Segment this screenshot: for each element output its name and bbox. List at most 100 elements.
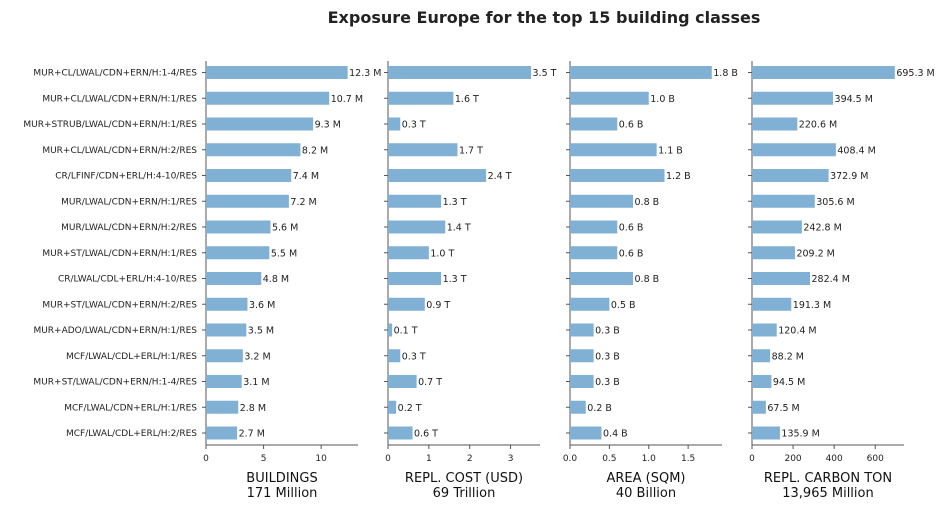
bar-value-label: 1.8 B — [713, 68, 738, 79]
bar — [752, 194, 815, 208]
x-tick-label: 600 — [867, 454, 884, 464]
category-label: CR/LWAL/CDL+ERL/H:4-10/RES — [58, 275, 197, 285]
bar — [388, 169, 487, 182]
bar — [570, 169, 665, 182]
bar-value-label: 5.5 M — [271, 248, 297, 259]
bar — [206, 117, 314, 131]
x-tick-label: 0 — [203, 454, 209, 464]
bar — [570, 246, 618, 260]
bar-value-label: 7.2 M — [290, 197, 316, 208]
bar — [570, 426, 602, 440]
bar — [752, 323, 777, 337]
bar — [388, 323, 393, 337]
bar-value-label: 408.4 M — [837, 145, 875, 156]
bar-value-label: 220.6 M — [799, 120, 837, 131]
bar-value-label: 0.6 B — [619, 248, 644, 259]
bar — [570, 194, 634, 208]
bar-value-label: 1.6 T — [455, 94, 479, 105]
bar-value-label: 209.2 M — [796, 248, 834, 259]
bar-value-label: 94.5 M — [773, 377, 805, 388]
bar-value-label: 282.4 M — [812, 274, 850, 285]
bar — [752, 349, 771, 363]
bar-value-label: 394.5 M — [835, 94, 873, 105]
bar — [570, 375, 594, 388]
bar — [752, 169, 829, 182]
bar — [570, 91, 649, 105]
bar-value-label: 0.6 B — [619, 120, 644, 131]
bar-value-label: 7.4 M — [293, 171, 319, 182]
bar-value-label: 191.3 M — [793, 300, 831, 311]
bar-value-label: 5.6 M — [272, 223, 298, 234]
bar-value-label: 4.8 M — [263, 274, 289, 285]
category-label: MUR+ADO/LWAL/CDN+ERN/H:1/RES — [33, 326, 197, 336]
bar — [388, 297, 425, 311]
bar-value-label: 0.6 T — [414, 429, 438, 440]
bar — [388, 117, 401, 131]
bar — [570, 323, 594, 337]
bar-value-label: 2.8 M — [240, 403, 266, 414]
category-label: MUR+CL/LWAL/CDN+ERN/H:1/RES — [42, 94, 197, 104]
bar — [752, 246, 795, 260]
x-tick-label: 200 — [784, 454, 801, 464]
bar — [388, 66, 532, 79]
bar — [752, 66, 895, 79]
bar — [752, 297, 792, 311]
x-tick-label: 1.5 — [681, 454, 695, 464]
bar — [388, 91, 454, 105]
bar-value-label: 372.9 M — [830, 171, 868, 182]
bar-value-label: 0.3 T — [402, 120, 426, 131]
category-label: MUR+ST/LWAL/CDN+ERN/H:1-4/RES — [33, 378, 197, 388]
bar — [388, 220, 446, 234]
bar-value-label: 8.2 M — [302, 145, 328, 156]
bar — [388, 375, 417, 388]
bar — [388, 272, 442, 285]
bar-value-label: 0.3 B — [595, 377, 620, 388]
bar-value-label: 0.1 T — [394, 326, 418, 337]
bar-value-label: 10.7 M — [331, 94, 363, 105]
bar — [388, 426, 413, 440]
category-label: MUR+ST/LWAL/CDN+ERN/H:1/RES — [42, 249, 197, 259]
bar — [570, 143, 657, 157]
category-label: MUR+CL/LWAL/CDN+ERN/H:1-4/RES — [33, 69, 197, 79]
bar — [388, 194, 442, 208]
x-axis-total-label: 171 Million — [247, 486, 318, 501]
x-tick-label: 0 — [385, 454, 391, 464]
bar — [206, 375, 242, 388]
x-tick-label: 1 — [426, 454, 432, 464]
bar-value-label: 3.6 M — [249, 300, 275, 311]
bar — [388, 246, 429, 260]
bar-value-label: 305.6 M — [816, 197, 854, 208]
bar-value-label: 0.5 B — [611, 300, 636, 311]
bar — [752, 272, 811, 285]
bar — [206, 220, 271, 234]
bar-value-label: 0.3 B — [595, 351, 620, 362]
bar — [570, 272, 634, 285]
bar-value-label: 3.1 M — [243, 377, 269, 388]
bar-value-label: 0.8 B — [635, 197, 660, 208]
bar — [570, 220, 618, 234]
bar — [206, 297, 248, 311]
bar — [570, 297, 610, 311]
x-tick-label: 0.5 — [602, 454, 616, 464]
category-label: MCF/LWAL/CDL+ERL/H:1/RES — [66, 352, 197, 362]
chart-title: Exposure Europe for the top 15 building … — [327, 8, 761, 27]
x-tick-label: 0.0 — [563, 454, 578, 464]
bar — [206, 349, 243, 363]
x-axis-label: REPL. CARBON TON — [764, 471, 892, 486]
bar-value-label: 135.9 M — [781, 429, 819, 440]
category-label: MCF/LWAL/CDL+ERL/H:2/RES — [66, 429, 197, 439]
bar — [752, 400, 766, 414]
bar-value-label: 0.9 T — [426, 300, 450, 311]
bar — [752, 426, 780, 440]
bar-value-label: 3.5 M — [248, 326, 274, 337]
category-label: MUR+CL/LWAL/CDN+ERN/H:2/RES — [42, 146, 197, 156]
x-axis-total-label: 69 Trillion — [433, 486, 496, 501]
x-tick-label: 5 — [261, 454, 267, 464]
bar — [752, 91, 834, 105]
bar — [388, 400, 397, 414]
bar — [388, 143, 458, 157]
x-tick-label: 1.0 — [642, 454, 657, 464]
category-label: MUR+ST/LWAL/CDN+ERN/H:2/RES — [42, 300, 197, 310]
bar — [206, 143, 301, 157]
